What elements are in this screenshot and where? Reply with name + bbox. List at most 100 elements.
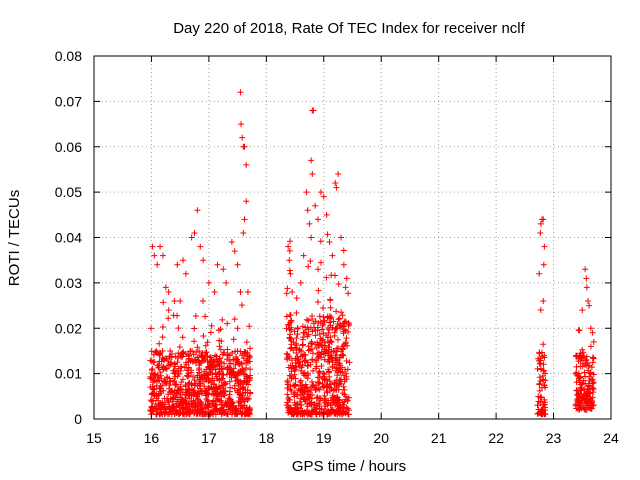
data-point: [575, 327, 582, 334]
data-point: [198, 373, 205, 380]
data-point: [165, 307, 172, 314]
x-tick-labels: 15 16 17 18 19 20 21 22 23 24: [86, 430, 619, 446]
data-point: [170, 394, 177, 401]
axis-ticks: [93, 55, 612, 420]
data-point: [586, 302, 593, 309]
data-point: [184, 373, 191, 380]
data-point: [285, 381, 292, 388]
data-point: [587, 343, 594, 350]
data-point: [236, 399, 243, 406]
data-point: [540, 216, 547, 223]
data-point: [203, 395, 210, 402]
data-point: [152, 372, 159, 379]
data-point: [323, 332, 330, 339]
data-point: [183, 399, 190, 406]
data-point: [314, 299, 321, 306]
data-point: [314, 327, 321, 334]
data-point: [157, 372, 164, 379]
data-point: [286, 372, 293, 379]
data-point: [227, 384, 234, 391]
data-point: [154, 261, 161, 268]
data-point: [171, 360, 178, 367]
data-point: [149, 243, 156, 250]
data-point: [174, 261, 181, 268]
data-point: [581, 397, 588, 404]
data-point: [324, 389, 331, 396]
data-point: [342, 409, 349, 416]
data-point: [304, 403, 311, 410]
y-tick-label: 0: [74, 411, 82, 427]
data-point: [580, 404, 587, 411]
data-point: [216, 398, 223, 405]
data-point: [334, 372, 341, 379]
data-point: [317, 410, 324, 417]
data-point: [327, 322, 334, 329]
data-point: [541, 396, 548, 403]
data-point: [200, 297, 207, 304]
data-point: [316, 313, 323, 320]
data-point: [583, 275, 590, 282]
data-point: [345, 319, 352, 326]
data-point: [238, 121, 245, 128]
data-point: [186, 379, 193, 386]
data-point: [320, 373, 327, 380]
data-point: [158, 409, 165, 416]
data-point: [169, 398, 176, 405]
data-point: [302, 358, 309, 365]
data-point: [327, 304, 334, 311]
data-point: [317, 189, 324, 196]
data-point: [194, 382, 201, 389]
data-point: [172, 381, 179, 388]
data-point: [290, 410, 297, 417]
data-point: [330, 318, 337, 325]
data-point: [315, 349, 322, 356]
data-point: [331, 410, 338, 417]
data-point: [178, 354, 185, 361]
data-point: [581, 369, 588, 376]
data-point: [333, 383, 340, 390]
data-point: [537, 220, 544, 227]
data-point: [212, 352, 219, 359]
data-point: [226, 391, 233, 398]
data-point: [537, 355, 544, 362]
data-point: [579, 307, 586, 314]
data-point: [326, 387, 333, 394]
data-point: [173, 400, 180, 407]
data-point: [326, 378, 333, 385]
data-point: [168, 387, 175, 394]
data-point: [336, 355, 343, 362]
data-point: [309, 170, 316, 177]
data-point: [317, 238, 324, 245]
data-point: [176, 343, 183, 350]
data-point: [289, 288, 296, 295]
data-point: [188, 393, 195, 400]
data-point: [576, 406, 583, 413]
data-point: [535, 409, 542, 416]
data-point: [319, 320, 326, 327]
data-point: [189, 358, 196, 365]
data-point: [211, 288, 218, 295]
data-point: [589, 329, 596, 336]
data-point: [226, 403, 233, 410]
data-point: [300, 252, 307, 259]
data-point: [323, 274, 330, 281]
data-point: [298, 364, 305, 371]
data-point: [147, 375, 154, 382]
data-point: [284, 285, 291, 292]
y-tick-label: 0.07: [55, 93, 82, 109]
data-point: [205, 377, 212, 384]
data-point: [226, 378, 233, 385]
data-point: [310, 107, 317, 114]
data-point: [148, 348, 155, 355]
data-point: [196, 348, 203, 355]
data-point: [187, 358, 194, 365]
data-point: [216, 365, 223, 372]
data-point: [240, 396, 247, 403]
data-point: [536, 270, 543, 277]
data-point: [578, 381, 585, 388]
data-point: [334, 394, 341, 401]
data-point: [309, 391, 316, 398]
data-point: [329, 355, 336, 362]
data-point: [148, 374, 155, 381]
data-point: [215, 383, 222, 390]
